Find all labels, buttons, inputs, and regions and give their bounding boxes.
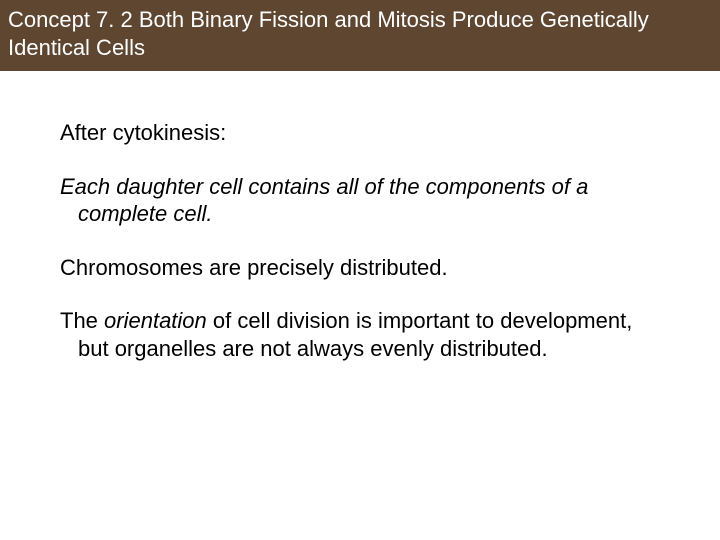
slide-title: Concept 7. 2 Both Binary Fission and Mit… [8,6,712,61]
paragraph-4: The orientation of cell division is impo… [60,307,660,362]
paragraph-2: Each daughter cell contains all of the c… [60,173,660,228]
title-bar: Concept 7. 2 Both Binary Fission and Mit… [0,0,720,71]
paragraph-3: Chromosomes are precisely distributed. [60,254,660,282]
paragraph-4-part-b: orientation [104,308,207,333]
paragraph-4-part-a: The [60,308,104,333]
paragraph-1: After cytokinesis: [60,119,660,147]
slide: { "colors": { "title_bar_bg": "#5e4630",… [0,0,720,540]
paragraph-2-text: Each daughter cell contains all of the c… [60,174,588,227]
slide-body: After cytokinesis: Each daughter cell co… [0,71,720,362]
